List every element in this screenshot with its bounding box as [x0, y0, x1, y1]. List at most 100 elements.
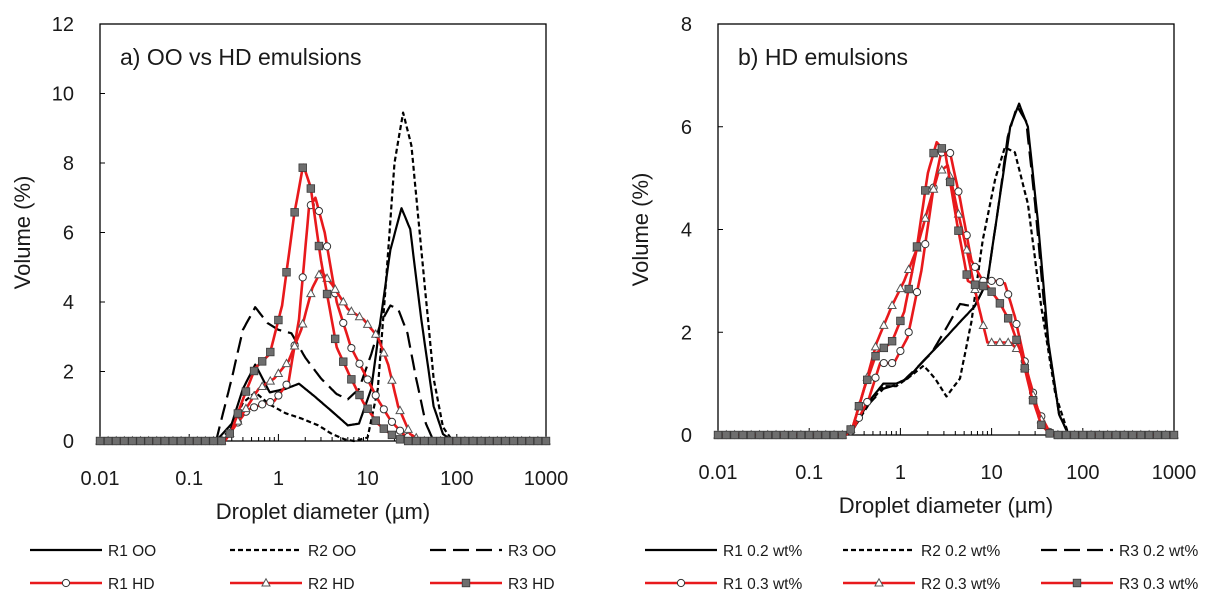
data-point: [95, 436, 105, 446]
data-point: [298, 273, 307, 282]
data-point: [1012, 319, 1021, 329]
x-tick-label: 1: [273, 468, 284, 490]
data-point: [995, 337, 1005, 347]
data-point: [305, 288, 316, 298]
data-point: [821, 430, 830, 440]
data-point: [912, 242, 922, 251]
y-tick-label: 6: [63, 223, 74, 245]
data-point: [241, 387, 251, 396]
data-point: [780, 430, 789, 440]
legend-item: R1 0.3 wt%: [645, 576, 802, 593]
data-point: [541, 436, 551, 446]
legend-label: R1 HD: [108, 576, 155, 593]
data-point: [1128, 430, 1137, 440]
data-point: [225, 429, 234, 438]
series-r3-oo: [100, 304, 546, 443]
data-point: [387, 430, 397, 440]
data-point: [722, 430, 731, 440]
data-point: [763, 430, 772, 440]
data-point: [403, 424, 413, 433]
legend-item: R1 0.2 wt%: [645, 543, 802, 560]
data-point: [937, 144, 947, 153]
data-point: [1078, 430, 1087, 440]
data-point: [136, 436, 145, 446]
data-point: [517, 436, 526, 446]
data-point: [1111, 430, 1121, 440]
data-point: [970, 280, 980, 289]
data-point: [257, 381, 268, 391]
data-point: [330, 334, 340, 344]
data-point: [1144, 430, 1154, 440]
x-tick-label: 1000: [1152, 462, 1197, 484]
data-point: [928, 183, 939, 193]
data-point: [120, 436, 129, 446]
data-point: [979, 281, 988, 291]
x-tick-label: 100: [1066, 462, 1099, 484]
data-point: [987, 276, 996, 285]
legend-item: R1 OO: [30, 543, 156, 560]
series-r3-hd: [95, 163, 551, 446]
data-point: [395, 426, 405, 435]
data-point: [217, 436, 226, 446]
legend-marker: [261, 577, 271, 587]
data-point: [282, 380, 291, 389]
data-point: [978, 320, 989, 330]
data-point: [103, 436, 113, 446]
data-point: [1028, 396, 1038, 405]
data-point: [395, 405, 405, 415]
legend-label: R3 OO: [508, 543, 556, 560]
data-point: [112, 436, 121, 446]
data-point: [755, 430, 764, 440]
y-tick-label: 8: [63, 153, 74, 175]
series-line: [718, 146, 1174, 437]
y-tick-label: 0: [681, 425, 692, 447]
x-tick-label: 0.1: [175, 468, 203, 490]
legend: R1 0.2 wt% R2 0.2 wt% R3 0.2 wt% R1 0.3 wt%…: [645, 543, 1198, 593]
data-point: [1004, 290, 1013, 299]
legend-marker: [61, 578, 71, 588]
y-tick-label: 2: [63, 362, 74, 384]
data-point: [485, 436, 494, 446]
data-point: [1103, 430, 1112, 440]
data-point: [249, 390, 259, 400]
x-tick-label: 10: [980, 462, 1002, 484]
data-point: [863, 375, 872, 385]
data-point: [738, 430, 748, 440]
data-point: [912, 287, 922, 297]
data-point: [322, 289, 332, 299]
data-point: [954, 187, 963, 196]
data-point: [863, 397, 872, 407]
data-point: [1169, 430, 1179, 440]
data-point: [946, 148, 955, 158]
legend-marker: [1072, 578, 1082, 588]
data-point: [209, 436, 218, 446]
data-point: [921, 240, 930, 249]
x-tick-label: 0.01: [699, 462, 738, 484]
data-point: [805, 430, 814, 440]
data-point: [1012, 335, 1021, 345]
data-point: [371, 416, 380, 425]
data-point: [306, 184, 316, 193]
x-axis-label: Droplet diameter (µm): [839, 493, 1053, 518]
data-point: [813, 430, 822, 440]
y-tick-label: 10: [52, 84, 74, 106]
legend-label: R2 0.3 wt%: [921, 576, 1000, 593]
data-point: [354, 311, 365, 321]
data-point: [1086, 430, 1096, 440]
legend-marker: [461, 578, 471, 588]
data-point: [970, 262, 980, 272]
data-point: [258, 400, 267, 409]
legend-item: R1 HD: [30, 576, 155, 593]
data-point: [921, 186, 930, 195]
data-point: [871, 373, 880, 382]
x-tick-label: 1: [895, 462, 906, 484]
legend-item: R2 0.2 wt%: [843, 543, 1000, 560]
data-point: [896, 346, 905, 356]
data-point: [233, 409, 243, 418]
x-axis-label: Droplet diameter (µm): [216, 499, 430, 524]
data-point: [829, 430, 839, 440]
panel-a: 0 2 4 6 8 10 12 0.01 0.1 1 10 100 1000 Droplet diamet…: [10, 14, 568, 593]
data-point: [289, 340, 300, 350]
data-point: [962, 270, 971, 279]
